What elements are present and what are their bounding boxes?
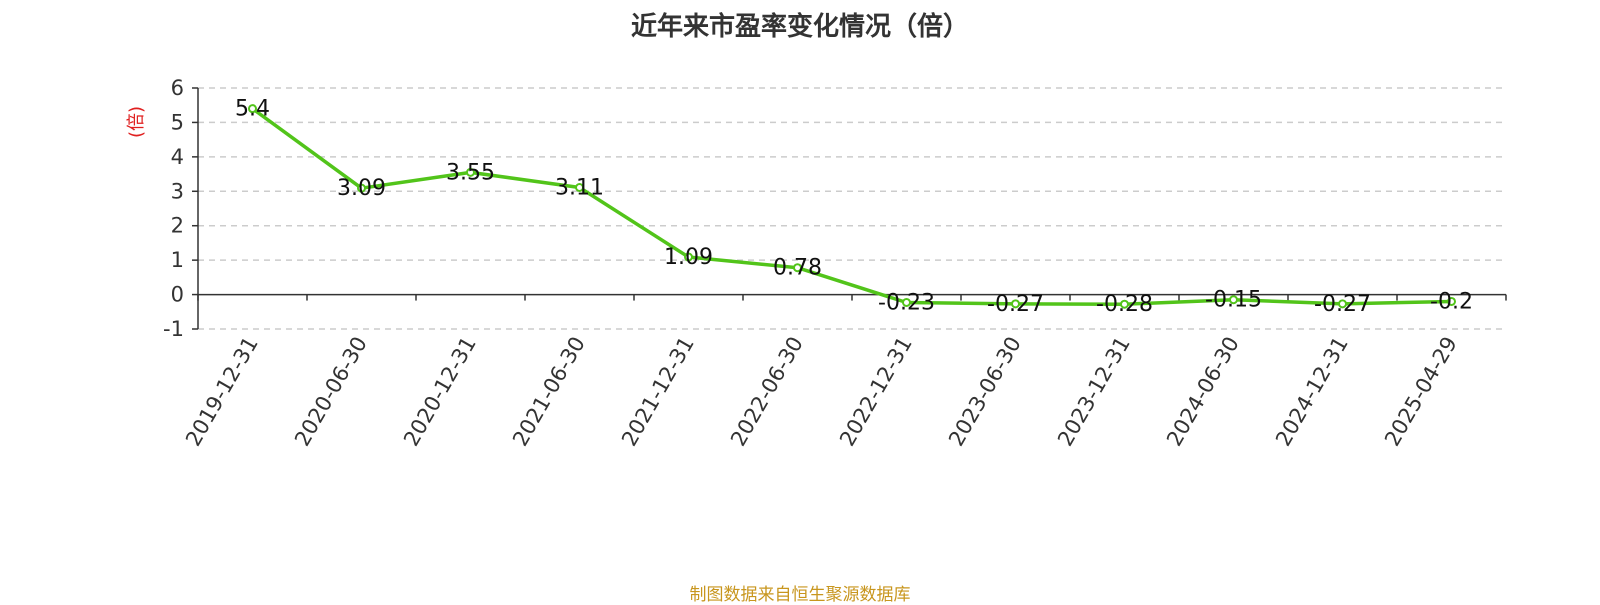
data-label: 1.09 — [664, 245, 713, 270]
data-point — [793, 263, 802, 273]
data-point — [902, 297, 911, 307]
axis-layer: -1 0 1 2 3 4 5 6 2019-12-31 2020-06-30 2020-12-31 2… — [163, 76, 1507, 451]
series-line — [251, 107, 1452, 306]
data-point — [357, 183, 366, 193]
data-point — [1229, 295, 1238, 305]
data-label: 3.09 — [337, 176, 386, 201]
data-point — [684, 252, 693, 262]
x-tick-label: 2021-06-30 — [508, 333, 590, 451]
data-label: -0.27 — [987, 292, 1044, 317]
data-point — [466, 167, 475, 177]
data-label: -0.27 — [1314, 292, 1371, 317]
source-note: 制图数据来自恒生聚源数据库 — [689, 585, 911, 605]
data-label: 5.4 — [235, 97, 270, 122]
data-label: -0.2 — [1430, 289, 1473, 314]
x-tick-label: 2022-06-30 — [726, 333, 808, 451]
data-label: 3.11 — [555, 175, 604, 200]
data-label: -0.15 — [1205, 288, 1262, 313]
x-tick-label: 2020-12-31 — [399, 333, 481, 451]
data-point — [248, 104, 257, 114]
x-tick-label: 2020-06-30 — [290, 333, 372, 451]
x-tick-label: 2024-12-31 — [1271, 333, 1353, 451]
x-tick-label: 2019-12-31 — [181, 333, 263, 451]
x-tick-label: 2025-04-29 — [1380, 333, 1462, 451]
data-label: 3.55 — [446, 160, 495, 185]
y-tick-label: 2 — [171, 214, 184, 238]
label-layer: 5.4 3.09 3.55 3.11 1.09 0.78 -0.23 -0.27 -0.28 -0… — [235, 97, 1473, 318]
x-tick-label: 2023-12-31 — [1053, 333, 1135, 451]
data-point — [575, 182, 584, 192]
series-layer — [248, 104, 1456, 309]
y-tick-label: 6 — [171, 76, 184, 100]
y-tick-label: -1 — [163, 317, 184, 341]
x-tick-label: 2023-06-30 — [944, 333, 1026, 451]
x-tick-label: 2022-12-31 — [835, 333, 917, 451]
data-label: -0.23 — [878, 290, 935, 315]
data-label: -0.28 — [1096, 292, 1153, 317]
data-label: 0.78 — [773, 256, 822, 281]
chart-title: 近年来市盈率变化情况（倍） — [630, 12, 969, 42]
y-axis-unit-label: (倍) — [126, 106, 147, 138]
y-tick-label: 4 — [171, 145, 184, 169]
x-tick-label: 2021-12-31 — [617, 333, 699, 451]
x-tick-label: 2024-06-30 — [1162, 333, 1244, 451]
y-tick-label: 1 — [171, 248, 184, 272]
data-point — [1011, 299, 1020, 309]
y-tick-label: 3 — [171, 179, 184, 203]
y-tick-label: 5 — [171, 110, 184, 134]
data-point — [1338, 299, 1347, 309]
y-tick-label: 0 — [171, 283, 184, 307]
data-point — [1120, 299, 1129, 309]
grid-layer — [198, 87, 1506, 330]
data-point — [1447, 296, 1456, 306]
